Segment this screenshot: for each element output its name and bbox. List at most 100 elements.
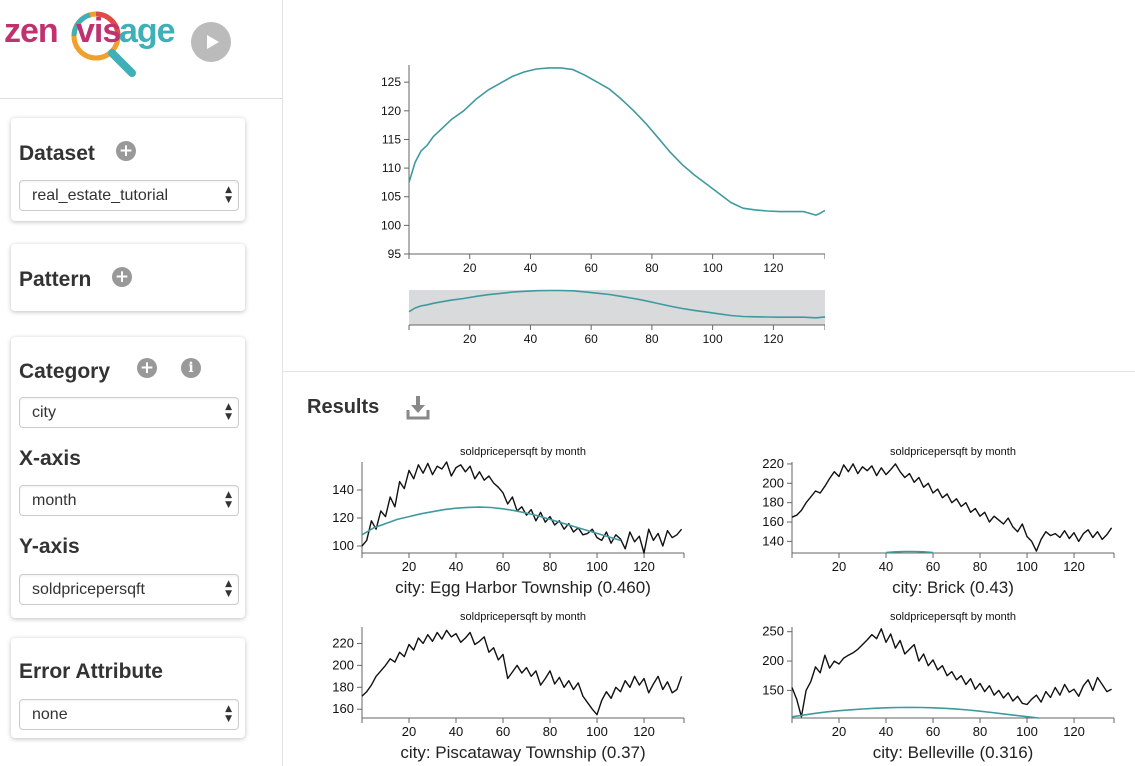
x-tick-label: 60 bbox=[496, 559, 510, 574]
x-tick-label: 40 bbox=[449, 724, 463, 739]
x-axis-select[interactable]: month ▲ ▼ bbox=[19, 485, 239, 516]
section-divider bbox=[283, 371, 1135, 372]
chart-caption: city: Belleville (0.316) bbox=[873, 743, 1034, 762]
logo-text-vis: vis bbox=[76, 12, 121, 50]
y-tick-label: 250 bbox=[762, 624, 784, 639]
dataset-select-value: real_estate_tutorial bbox=[32, 187, 169, 204]
dataset-title: Dataset bbox=[19, 142, 95, 165]
x-axis-select-value: month bbox=[32, 492, 77, 509]
result-chart-egg-harbor[interactable]: soldpricepersqft by month 20 40 60 80 100 120 1… bbox=[310, 440, 690, 610]
x-tick-label: 20 bbox=[402, 724, 416, 739]
download-icon[interactable] bbox=[405, 394, 431, 420]
play-button[interactable] bbox=[191, 22, 231, 62]
logo-text-age: age bbox=[119, 12, 176, 50]
category-panel: Category + i city ▲ ▼ X-axis month ▲ ▼ Y-a… bbox=[11, 337, 245, 618]
y-tick-label: 220 bbox=[332, 635, 354, 650]
result-chart-brick[interactable]: soldpricepersqft by month 20 40 60 80 100 120 1… bbox=[740, 440, 1120, 610]
logo-text-zen: zen bbox=[4, 12, 59, 50]
x-tick-label: 20 bbox=[832, 724, 846, 739]
y-tick-label: 140 bbox=[332, 482, 354, 497]
x-tick-label: 120 bbox=[633, 724, 655, 739]
x-tick-label: 120 bbox=[633, 559, 655, 574]
dataset-select[interactable]: real_estate_tutorial ▲ ▼ bbox=[19, 180, 239, 211]
x-tick-label: 40 bbox=[879, 559, 893, 574]
results-title: Results bbox=[307, 396, 380, 418]
y-tick-label: 160 bbox=[332, 701, 354, 716]
result-chart-piscataway[interactable]: soldpricepersqft by month 20 40 60 80 100 120 1… bbox=[310, 605, 690, 765]
category-select-value: city bbox=[32, 404, 56, 421]
x-tick-label: 100 bbox=[586, 724, 608, 739]
pattern-title: Pattern bbox=[19, 268, 92, 291]
x-tick-label: 80 bbox=[645, 332, 659, 346]
error-attribute-title: Error Attribute bbox=[19, 660, 163, 683]
pattern-series-line bbox=[361, 506, 621, 542]
x-tick-label: 60 bbox=[926, 559, 940, 574]
add-pattern-plus-icon[interactable]: + bbox=[112, 267, 132, 287]
y-tick-label: 100 bbox=[381, 218, 401, 232]
add-dataset-plus-icon[interactable]: + bbox=[116, 141, 136, 161]
y-tick-label: 200 bbox=[332, 657, 354, 672]
x-tick-label: 100 bbox=[1016, 559, 1038, 574]
chart-title: soldpricepersqft by month bbox=[890, 611, 1016, 623]
y-tick-label: 110 bbox=[382, 161, 401, 175]
y-tick-label: 105 bbox=[381, 190, 401, 204]
y-axis-label: Y-axis bbox=[19, 535, 80, 558]
category-select[interactable]: city ▲ ▼ bbox=[19, 397, 239, 428]
pattern-series-line bbox=[408, 67, 825, 216]
x-tick-label: 100 bbox=[703, 261, 723, 275]
select-arrows-icon: ▲ ▼ bbox=[225, 185, 232, 205]
chart-caption: city: Egg Harbor Township (0.460) bbox=[395, 578, 651, 597]
y-tick-label: 140 bbox=[762, 533, 784, 548]
x-tick-label: 80 bbox=[973, 724, 987, 739]
category-title: Category bbox=[19, 360, 111, 383]
pattern-series-line bbox=[885, 550, 934, 554]
add-category-plus-icon[interactable]: + bbox=[137, 358, 157, 378]
select-arrows-icon: ▲ ▼ bbox=[225, 704, 232, 724]
y-tick-label: 180 bbox=[332, 679, 354, 694]
select-arrows-icon: ▲ ▼ bbox=[225, 402, 232, 422]
y-tick-label: 115 bbox=[382, 132, 401, 146]
x-tick-label: 20 bbox=[402, 559, 416, 574]
chart-caption: city: Piscataway Township (0.37) bbox=[400, 743, 645, 762]
x-tick-label: 100 bbox=[703, 332, 723, 346]
x-tick-label: 60 bbox=[496, 724, 510, 739]
x-tick-label: 60 bbox=[585, 261, 599, 275]
x-tick-label: 80 bbox=[543, 724, 557, 739]
x-tick-label: 80 bbox=[543, 559, 557, 574]
x-tick-label: 100 bbox=[586, 559, 608, 574]
pattern-series-line bbox=[408, 289, 825, 319]
y-tick-label: 200 bbox=[762, 653, 784, 668]
data-series-line bbox=[791, 463, 1113, 552]
y-axis-select[interactable]: soldpricepersqft ▲ ▼ bbox=[19, 574, 239, 605]
y-tick-label: 160 bbox=[762, 514, 784, 529]
category-info-icon[interactable]: i bbox=[181, 358, 201, 378]
y-tick-label: 180 bbox=[762, 495, 784, 510]
chart-title: soldpricepersqft by month bbox=[890, 446, 1016, 458]
x-tick-label: 80 bbox=[645, 261, 659, 275]
sketch-pattern-chart[interactable]: 20 40 60 80 100 120 95 100 105 110 115 120 125 bbox=[365, 55, 825, 345]
result-chart-belleville[interactable]: soldpricepersqft by month 20 40 60 80 100 120 1… bbox=[740, 605, 1120, 765]
chart-caption: city: Brick (0.43) bbox=[892, 578, 1014, 597]
dataset-panel: Dataset + real_estate_tutorial ▲ ▼ bbox=[11, 118, 245, 221]
data-series-line bbox=[361, 461, 683, 554]
y-axis-select-value: soldpricepersqft bbox=[32, 581, 145, 598]
x-tick-label: 40 bbox=[524, 332, 538, 346]
x-axis-label: X-axis bbox=[19, 447, 81, 470]
y-tick-label: 120 bbox=[332, 510, 354, 525]
y-tick-label: 220 bbox=[762, 456, 784, 471]
x-tick-label: 120 bbox=[1063, 559, 1085, 574]
x-tick-label: 120 bbox=[763, 261, 783, 275]
error-attribute-select-value: none bbox=[32, 706, 68, 723]
brush-overview-chart[interactable]: 20 40 60 80 100 120 bbox=[365, 285, 825, 355]
x-tick-label: 100 bbox=[1016, 724, 1038, 739]
x-tick-label: 40 bbox=[879, 724, 893, 739]
play-icon bbox=[207, 35, 219, 49]
magnifier-icon bbox=[71, 11, 136, 77]
x-tick-label: 40 bbox=[449, 559, 463, 574]
data-series-line bbox=[791, 628, 1112, 718]
y-tick-label: 95 bbox=[388, 247, 402, 261]
pattern-panel: Pattern + bbox=[11, 244, 245, 311]
x-tick-label: 120 bbox=[763, 332, 783, 346]
error-attribute-select[interactable]: none ▲ ▼ bbox=[19, 699, 239, 730]
y-tick-label: 200 bbox=[762, 475, 784, 490]
